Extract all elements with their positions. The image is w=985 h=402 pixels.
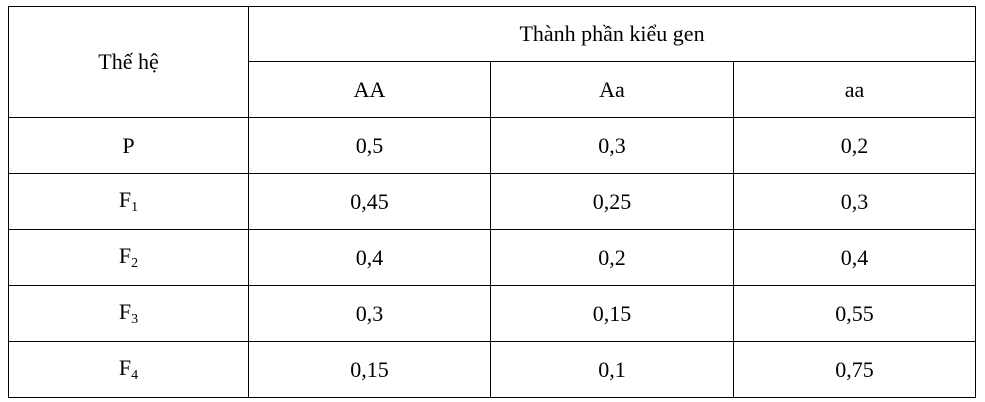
generation-cell: F3 [8, 285, 249, 342]
generation-index: 4 [131, 368, 139, 383]
value-cell: 0,4 [248, 229, 491, 286]
value-cell: 0,3 [732, 173, 977, 230]
data-row: F3 0,3 0,15 0,55 [8, 285, 977, 342]
generation: F [118, 299, 132, 324]
header-cell: aa [732, 61, 977, 118]
value-cell: 0,55 [732, 285, 977, 342]
header-cell: Thành phần kiểu gen [247, 6, 977, 62]
header-cell: Thế hệ [8, 6, 249, 118]
generation-index: 2 [131, 256, 139, 271]
generation: P [122, 132, 135, 158]
generation-cell: F2 [8, 229, 249, 286]
generation-index: 1 [131, 200, 139, 215]
genotype-table: Thế hệ Thành phần kiểu gen AA Aa aa P 0,… [8, 6, 977, 398]
generation-cell: F4 [8, 341, 249, 398]
header-cell: AA [248, 61, 491, 118]
value-cell: 0,3 [490, 117, 734, 174]
generation-cell: P [8, 117, 249, 174]
value-cell: 0,1 [490, 341, 734, 398]
header-cell: Aa [490, 61, 734, 118]
generation: F [118, 243, 132, 268]
generation-index: 3 [131, 312, 139, 327]
data-row: F2 0,4 0,2 0,4 [8, 229, 977, 286]
value-cell: 0,2 [732, 117, 977, 174]
data-row: F1 0,45 0,25 0,3 [8, 173, 977, 230]
generation: F [118, 187, 132, 212]
generation-cell: F1 [8, 173, 249, 230]
value-cell: 0,25 [490, 173, 734, 230]
value-cell: 0,75 [732, 341, 977, 398]
data-row: P 0,5 0,3 0,2 [8, 117, 977, 174]
header-row: AA Aa aa [9, 61, 977, 118]
generation: F [118, 355, 132, 380]
value-cell: 0,45 [248, 173, 491, 230]
data-row: F4 0,15 0,1 0,75 [8, 341, 977, 398]
value-cell: 0,2 [490, 229, 734, 286]
value-cell: 0,5 [248, 117, 491, 174]
value-cell: 0,4 [732, 229, 977, 286]
value-cell: 0,15 [248, 341, 491, 398]
header-row: Thế hệ Thành phần kiểu gen [8, 6, 977, 118]
value-cell: 0,3 [248, 285, 491, 342]
value-cell: 0,15 [490, 285, 734, 342]
